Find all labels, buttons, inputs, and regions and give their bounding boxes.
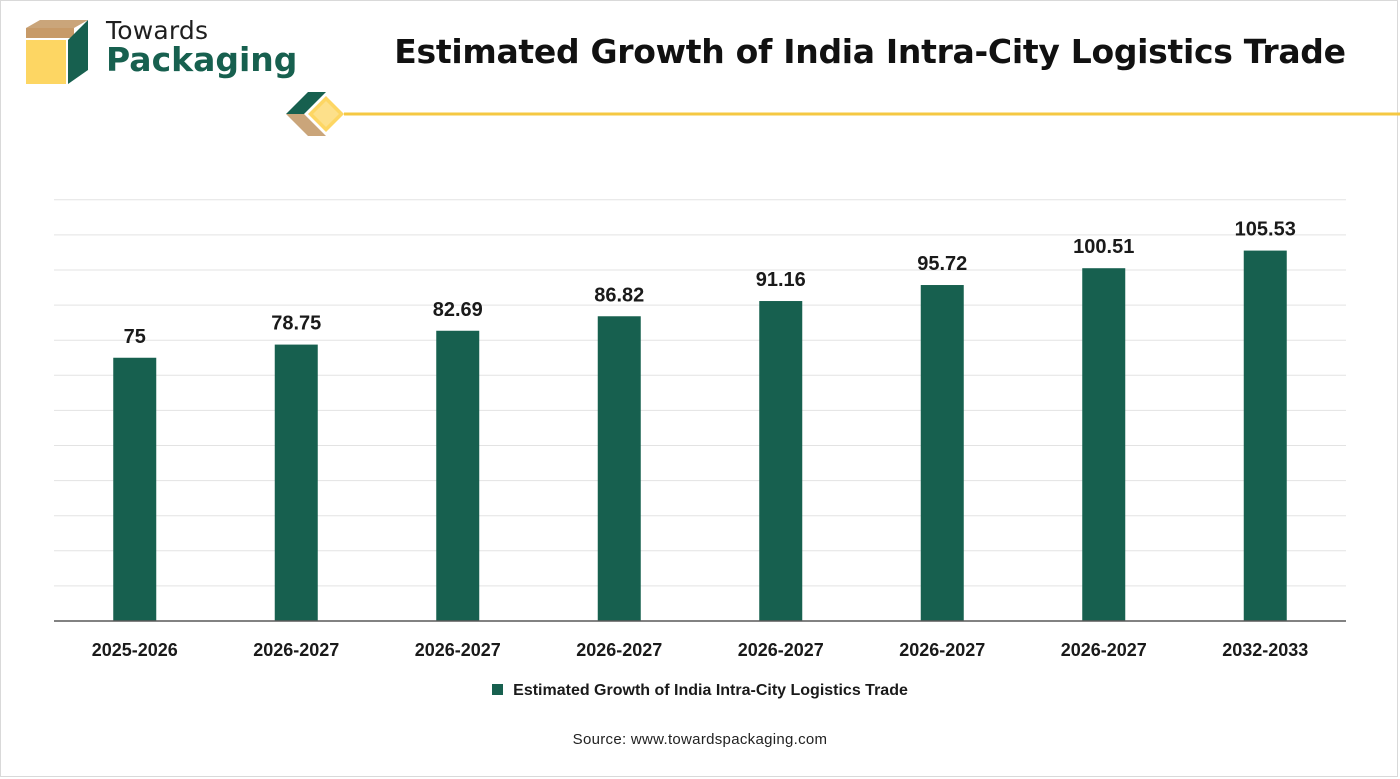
bar-6 <box>920 285 964 621</box>
legend: Estimated Growth of India Intra-City Log… <box>0 682 1400 700</box>
x-tick-label-1: 2025-2026 <box>92 640 178 660</box>
x-tick-label-5: 2026-2027 <box>738 640 824 660</box>
box-logo-icon <box>26 20 88 84</box>
x-tick-label-2: 2026-2027 <box>253 640 339 660</box>
title-underline-decoration <box>286 92 1400 136</box>
data-label-4: 86.82 <box>594 284 644 306</box>
chart-title: Estimated Growth of India Intra-City Log… <box>394 32 1346 71</box>
data-label-3: 82.69 <box>433 299 483 321</box>
x-tick-label-6: 2026-2027 <box>899 640 985 660</box>
data-label-7: 100.51 <box>1073 236 1134 258</box>
data-label-1: 75 <box>124 326 146 348</box>
bar-2 <box>274 344 318 621</box>
source-note: Source: www.towardspackaging.com <box>572 731 828 748</box>
data-label-8: 105.53 <box>1235 219 1296 241</box>
brand-name-top: Towards <box>106 16 209 45</box>
x-tick-label-7: 2026-2027 <box>1061 640 1147 660</box>
x-tick-label-3: 2026-2027 <box>415 640 501 660</box>
bar-4 <box>597 316 641 621</box>
bar-1 <box>113 357 157 621</box>
data-label-6: 95.72 <box>917 253 967 275</box>
towards-packaging-logo: Towards Packaging <box>26 16 297 86</box>
bar-8 <box>1243 250 1287 621</box>
legend-label: Estimated Growth of India Intra-City Log… <box>513 682 908 699</box>
x-tick-label-4: 2026-2027 <box>576 640 662 660</box>
x-tick-label-8: 2032-2033 <box>1222 640 1308 660</box>
data-label-2: 78.75 <box>271 313 321 335</box>
legend-swatch <box>492 684 504 695</box>
bar-5 <box>759 301 803 621</box>
brand-name-bottom: Packaging <box>106 40 298 79</box>
bar-7 <box>1082 268 1126 621</box>
bar-3 <box>436 330 480 621</box>
bar-chart: 75 2025-2026 78.75 2026-2027 82.69 2026-2027 8… <box>54 199 1346 660</box>
data-label-5: 91.16 <box>756 269 806 291</box>
